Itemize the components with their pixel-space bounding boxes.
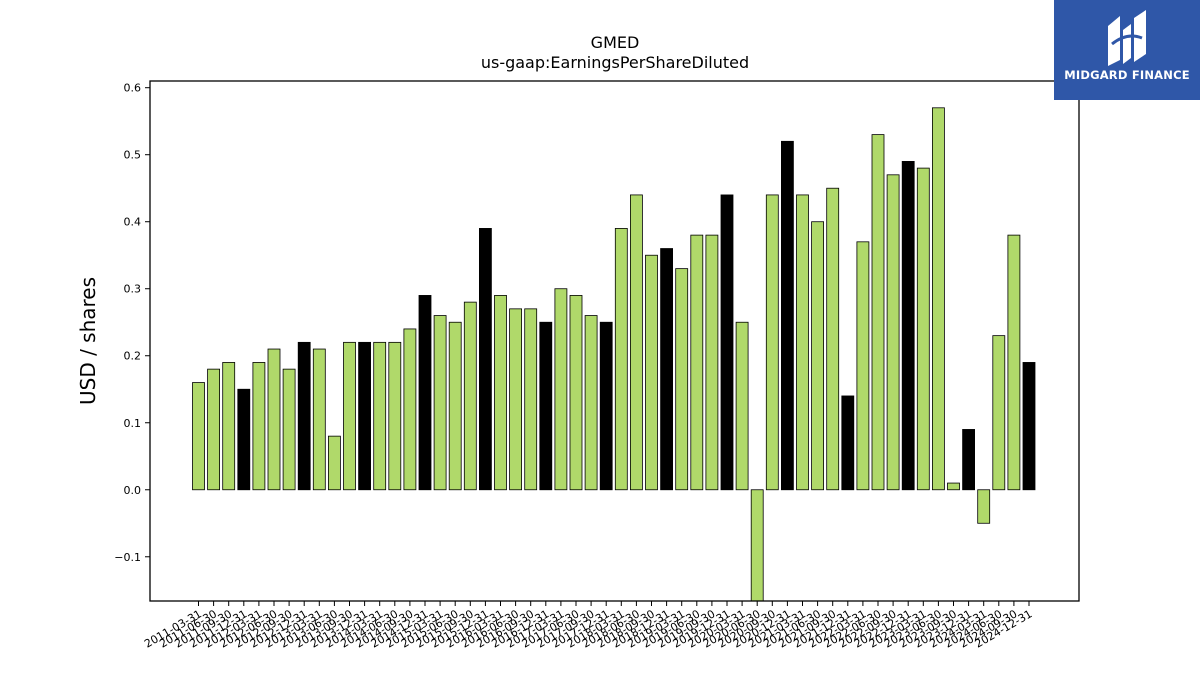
bar-2023-06-30 bbox=[932, 107, 945, 491]
y-tick-label: 0.3 bbox=[124, 283, 142, 296]
bar-2019-09-30 bbox=[705, 234, 719, 491]
bar-2020-06-30 bbox=[750, 489, 764, 602]
bar-2015-03-31 bbox=[433, 315, 447, 491]
bar-2016-12-31 bbox=[539, 321, 553, 491]
bar-2024-03-31 bbox=[977, 489, 991, 524]
bar-2022-06-30 bbox=[871, 134, 885, 491]
midgard-logo-icon bbox=[1108, 10, 1146, 66]
y-axis: −0.1 0.0 0.1 0.2 0.3 0.4 0.5 0.6 bbox=[114, 82, 150, 564]
bar-2012-09-30 bbox=[282, 368, 296, 491]
bar-2018-12-31 bbox=[660, 248, 673, 491]
bar-2023-03-31 bbox=[916, 167, 930, 491]
bar-2011-03-31 bbox=[192, 382, 205, 491]
bar-2022-09-30 bbox=[886, 174, 900, 491]
bar-2013-12-31 bbox=[358, 341, 372, 491]
bar-2014-03-31 bbox=[373, 341, 387, 491]
bar-2015-12-31 bbox=[478, 228, 492, 491]
plot-frame bbox=[149, 80, 1080, 602]
y-tick-label: −0.1 bbox=[114, 551, 141, 564]
bar-2015-06-30 bbox=[448, 321, 462, 491]
y-tick-label: 0.2 bbox=[124, 350, 142, 363]
bar-2018-03-31 bbox=[614, 228, 628, 491]
chart-subtitle: us-gaap:EarningsPerShareDiluted bbox=[481, 53, 749, 72]
bar-2014-06-30 bbox=[388, 341, 402, 491]
bar-2022-03-31 bbox=[856, 241, 870, 491]
bar-2019-12-31 bbox=[720, 194, 734, 491]
bar-2020-03-31 bbox=[735, 321, 749, 491]
chart-title: GMED bbox=[591, 33, 640, 52]
bar-2013-09-30 bbox=[343, 341, 356, 491]
y-tick-label: 0.5 bbox=[124, 149, 142, 162]
bar-2019-03-31 bbox=[675, 268, 689, 491]
bar-2014-09-30 bbox=[403, 328, 417, 491]
bar-2014-12-31 bbox=[418, 295, 432, 491]
x-axis: 2011-03-312011-06-302011-09-302011-12-31… bbox=[142, 601, 1035, 651]
bar-2023-09-30 bbox=[947, 482, 960, 491]
bar-2018-06-30 bbox=[630, 194, 643, 491]
bar-2013-06-30 bbox=[327, 435, 341, 491]
bar-2020-12-31 bbox=[781, 140, 794, 491]
bar-2012-06-30 bbox=[267, 348, 281, 491]
bar-2012-12-31 bbox=[297, 341, 311, 491]
bar-2017-06-30 bbox=[569, 295, 583, 491]
bar-2023-12-31 bbox=[962, 429, 975, 491]
bar-2011-09-30 bbox=[222, 362, 236, 491]
bar-2011-06-30 bbox=[207, 368, 221, 491]
y-tick-label: 0.0 bbox=[124, 484, 142, 497]
bar-2021-03-31 bbox=[796, 194, 809, 491]
bar-2021-09-30 bbox=[826, 187, 840, 491]
brand-name: MIDGARD FINANCE bbox=[1064, 68, 1190, 82]
brand-logo: MIDGARD FINANCE bbox=[1054, 0, 1200, 100]
bar-2021-12-31 bbox=[841, 395, 855, 491]
bar-2016-06-30 bbox=[509, 308, 523, 491]
bar-2024-06-30 bbox=[992, 335, 1006, 491]
bar-2017-09-30 bbox=[584, 315, 598, 491]
y-tick-label: 0.6 bbox=[124, 82, 142, 95]
bar-2021-06-30 bbox=[811, 221, 824, 491]
bar-2022-12-31 bbox=[901, 161, 915, 491]
y-axis-label: USD / shares bbox=[76, 277, 100, 405]
bar-2024-09-30 bbox=[1007, 234, 1021, 491]
bar-2011-12-31 bbox=[237, 388, 251, 491]
bar-2017-12-31 bbox=[599, 321, 613, 491]
bar-2020-09-30 bbox=[765, 194, 779, 491]
y-tick-label: 0.1 bbox=[124, 417, 142, 430]
y-tick-label: 0.4 bbox=[124, 216, 142, 229]
bar-2017-03-31 bbox=[554, 288, 568, 491]
bar-2015-09-30 bbox=[463, 301, 477, 491]
bar-2012-03-31 bbox=[252, 362, 266, 491]
bar-2018-09-30 bbox=[645, 254, 658, 491]
bar-2024-12-31 bbox=[1022, 362, 1036, 491]
bars-group bbox=[192, 107, 1036, 602]
bar-2019-06-30 bbox=[690, 234, 704, 491]
bar-2016-03-31 bbox=[494, 295, 507, 491]
bar-2016-09-30 bbox=[524, 308, 538, 491]
bar-2013-03-31 bbox=[312, 348, 326, 491]
